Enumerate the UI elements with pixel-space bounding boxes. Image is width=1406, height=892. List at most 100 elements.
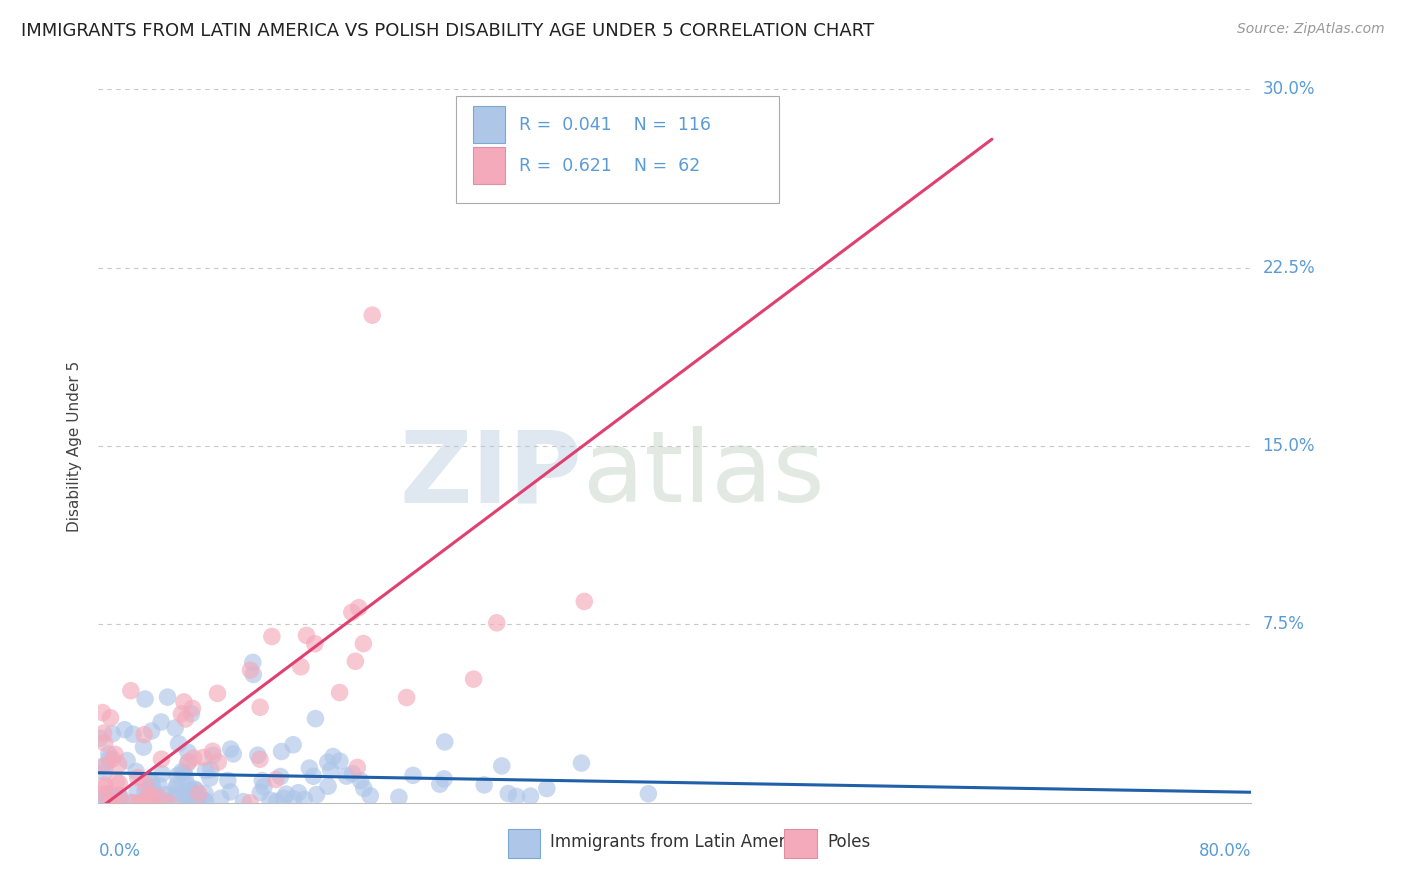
Point (183, 751, 205, 765)
FancyBboxPatch shape (472, 147, 505, 184)
Point (179, 794, 201, 808)
FancyBboxPatch shape (785, 830, 817, 858)
Text: atlas: atlas (582, 426, 824, 523)
Point (96, 792, 118, 806)
Text: 0.0%: 0.0% (98, 842, 141, 860)
Point (340, 605, 363, 619)
Point (259, 793, 281, 807)
Point (319, 763, 342, 777)
Point (194, 794, 217, 808)
Text: Poles: Poles (827, 833, 870, 851)
Point (264, 772, 287, 787)
Point (134, 692, 156, 706)
Point (129, 796, 152, 810)
Point (342, 766, 364, 780)
Point (187, 790, 209, 805)
Point (388, 790, 411, 805)
Point (498, 787, 520, 801)
Point (346, 760, 368, 774)
Point (91, 706, 114, 720)
Point (183, 782, 205, 797)
Point (316, 756, 339, 770)
Point (153, 788, 176, 802)
Point (122, 727, 145, 741)
Point (143, 786, 166, 800)
Point (174, 770, 197, 784)
Point (295, 628, 318, 642)
Point (100, 711, 122, 725)
Point (139, 776, 162, 790)
Point (134, 784, 156, 798)
Point (273, 791, 295, 805)
Point (107, 789, 129, 804)
FancyBboxPatch shape (508, 830, 540, 858)
Point (252, 773, 274, 788)
Point (180, 706, 202, 721)
Text: 22.5%: 22.5% (1263, 259, 1315, 277)
Point (101, 727, 124, 741)
Text: R =  0.041    N =  116: R = 0.041 N = 116 (519, 116, 711, 134)
Text: Immigrants from Latin America: Immigrants from Latin America (550, 833, 810, 851)
Point (165, 786, 187, 800)
Point (128, 796, 150, 810)
Point (134, 796, 156, 810)
Point (344, 654, 367, 668)
Point (108, 790, 131, 805)
Point (433, 772, 456, 786)
Point (193, 750, 215, 764)
Point (217, 773, 239, 788)
Point (156, 690, 179, 705)
Point (105, 775, 128, 789)
Point (350, 773, 373, 788)
Point (153, 795, 176, 809)
Point (270, 744, 292, 758)
Point (194, 786, 217, 800)
Point (108, 788, 131, 802)
Point (322, 749, 344, 764)
Point (290, 659, 312, 673)
Point (177, 779, 200, 793)
Point (207, 686, 229, 700)
Point (174, 789, 197, 804)
Point (574, 594, 596, 608)
Point (200, 763, 222, 777)
Point (239, 796, 262, 810)
Point (89, 731, 111, 746)
Point (93, 736, 115, 750)
Point (207, 755, 229, 769)
Point (148, 789, 170, 804)
Point (721, 142, 744, 156)
Point (329, 685, 352, 699)
Point (94, 780, 117, 794)
Text: R =  0.621    N =  62: R = 0.621 N = 62 (519, 157, 700, 175)
Point (187, 795, 209, 809)
Point (173, 765, 195, 780)
Point (222, 747, 245, 761)
Point (127, 771, 149, 785)
Point (120, 796, 142, 810)
Point (266, 794, 288, 808)
Point (166, 778, 188, 792)
Point (347, 600, 370, 615)
Point (93, 778, 115, 792)
Point (232, 795, 254, 809)
Point (180, 783, 202, 797)
Point (201, 744, 224, 758)
Point (115, 754, 138, 768)
Point (571, 756, 593, 770)
Point (173, 695, 195, 709)
Point (304, 637, 326, 651)
Point (107, 789, 129, 803)
Point (253, 780, 276, 794)
Point (176, 756, 198, 771)
Point (139, 796, 162, 810)
Point (361, 308, 384, 322)
Point (304, 712, 326, 726)
Point (181, 790, 204, 805)
Point (302, 769, 325, 783)
Point (98, 792, 121, 806)
Point (91, 759, 114, 773)
Point (463, 672, 485, 686)
Point (249, 752, 271, 766)
Point (402, 768, 425, 782)
